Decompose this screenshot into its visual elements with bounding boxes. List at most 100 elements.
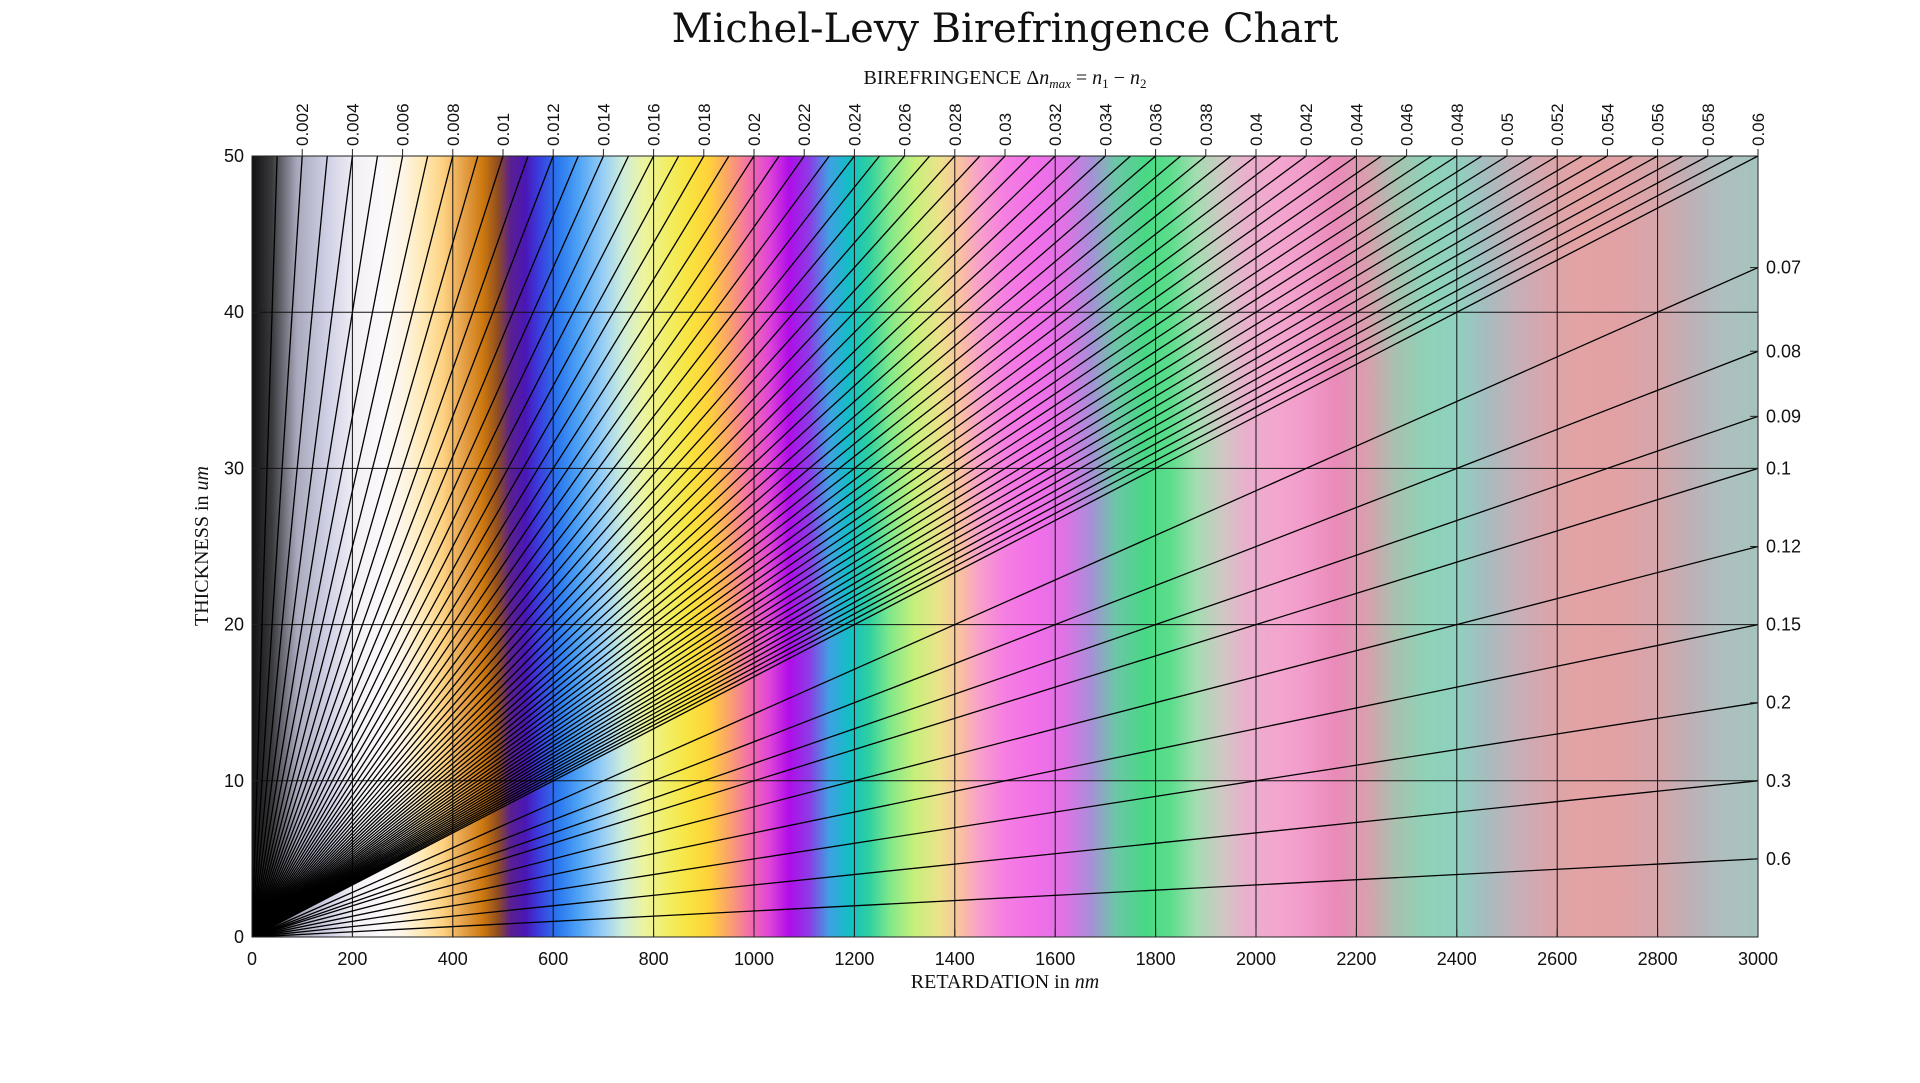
birefringence-line xyxy=(252,156,404,937)
birefringence-line xyxy=(252,156,655,937)
top-tick-label: 0.052 xyxy=(1548,103,1567,146)
x-tick-label: 0 xyxy=(247,949,257,969)
birefringence-line xyxy=(252,156,1232,937)
top-tick-label: 0.008 xyxy=(444,103,463,146)
birefringence-line xyxy=(252,156,1056,937)
birefringence-line xyxy=(252,156,504,937)
top-tick-label: 0.024 xyxy=(845,103,864,146)
birefringence-line xyxy=(252,156,1633,937)
right-tick-label: 0.12 xyxy=(1766,537,1801,557)
birefringence-line xyxy=(252,156,1533,937)
y-tick-label: 40 xyxy=(224,302,244,322)
x-tick-label: 400 xyxy=(438,949,468,969)
birefringence-line xyxy=(252,156,780,937)
y-tick-label: 30 xyxy=(224,458,244,478)
x-tick-label: 600 xyxy=(538,949,568,969)
top-axis-label: BIREFRINGENCE Δnmax = n1 − n2 xyxy=(864,67,1147,91)
birefringence-line xyxy=(252,156,379,937)
top-tick-label: 0.026 xyxy=(896,103,915,146)
right-tick-label: 0.08 xyxy=(1766,341,1801,361)
birefringence-line xyxy=(252,156,1357,937)
top-tick-label: 0.032 xyxy=(1046,103,1065,146)
birefringence-lines xyxy=(252,156,1758,937)
y-tick-label: 0 xyxy=(234,927,244,947)
top-tick-label: 0.02 xyxy=(745,113,764,146)
top-tick-label: 0.01 xyxy=(494,113,513,146)
birefringence-line xyxy=(252,545,1758,937)
birefringence-line xyxy=(252,156,1758,937)
birefringence-line xyxy=(252,156,1131,937)
birefringence-line xyxy=(252,156,881,937)
right-tick-label: 0.07 xyxy=(1766,258,1801,278)
top-tick-label: 0.058 xyxy=(1699,103,1718,146)
top-tick-label: 0.036 xyxy=(1147,103,1166,146)
birefringence-line xyxy=(252,156,1157,937)
top-tick-label: 0.034 xyxy=(1096,103,1115,146)
birefringence-line xyxy=(252,156,354,937)
birefringence-line xyxy=(252,156,1106,937)
birefringence-line xyxy=(252,156,554,937)
birefringence-line xyxy=(252,156,1583,937)
birefringence-line xyxy=(252,156,1558,937)
x-tick-label: 1800 xyxy=(1136,949,1176,969)
birefringence-line xyxy=(252,156,1207,937)
birefringence-line xyxy=(252,156,1684,937)
birefringence-line xyxy=(252,156,328,937)
x-tick-label: 3000 xyxy=(1738,949,1778,969)
birefringence-line xyxy=(252,156,1508,937)
top-tick-label: 0.042 xyxy=(1297,103,1316,146)
right-tick-label: 0.2 xyxy=(1766,693,1791,713)
x-tick-label: 1400 xyxy=(935,949,975,969)
top-tick-label: 0.044 xyxy=(1347,103,1366,146)
top-tick-label: 0.06 xyxy=(1749,113,1768,146)
x-tick-label: 2200 xyxy=(1336,949,1376,969)
top-tick-label: 0.048 xyxy=(1448,103,1467,146)
top-tick-label: 0.022 xyxy=(795,103,814,146)
birefringence-line xyxy=(252,156,931,937)
chart-title: Michel-Levy Birefringence Chart xyxy=(672,6,1339,52)
birefringence-line xyxy=(252,415,1758,937)
tick-labels: 0 200 400 600 800 1000 1200 1400 1600 1800 2000 220… xyxy=(224,103,1801,969)
top-tick-label: 0.04 xyxy=(1247,113,1266,146)
top-tick-label: 0.028 xyxy=(946,103,965,146)
top-tick-label: 0.016 xyxy=(645,103,664,146)
birefringence-line xyxy=(252,467,1758,937)
top-tick-label: 0.006 xyxy=(394,103,413,146)
y-tick-label: 50 xyxy=(224,146,244,166)
birefringence-line xyxy=(252,623,1758,937)
top-tick-label: 0.05 xyxy=(1498,113,1517,146)
birefringence-line xyxy=(252,156,730,937)
top-tick-label: 0.018 xyxy=(695,103,714,146)
birefringence-line xyxy=(252,156,454,937)
right-tick-label: 0.15 xyxy=(1766,615,1801,635)
birefringence-line xyxy=(252,858,1758,937)
birefringence-line xyxy=(252,156,579,937)
birefringence-line xyxy=(252,156,906,937)
birefringence-line xyxy=(252,156,479,937)
birefringence-line xyxy=(252,156,630,937)
x-axis-label: RETARDATION in nm xyxy=(911,971,1099,993)
birefringence-line xyxy=(252,156,1081,937)
birefringence-line xyxy=(252,156,1257,937)
top-tick-label: 0.054 xyxy=(1598,103,1617,146)
x-tick-label: 1600 xyxy=(1035,949,1075,969)
right-tick-label: 0.09 xyxy=(1766,406,1801,426)
birefringence-line xyxy=(252,156,1332,937)
x-tick-label: 1200 xyxy=(834,949,874,969)
birefringence-line xyxy=(252,156,705,937)
birefringence-line xyxy=(252,156,1382,937)
birefringence-line xyxy=(252,156,830,937)
x-tick-label: 200 xyxy=(337,949,367,969)
birefringence-line xyxy=(252,156,1433,937)
top-tick-label: 0.012 xyxy=(544,103,563,146)
y-tick-label: 10 xyxy=(224,771,244,791)
right-tick-label: 0.3 xyxy=(1766,771,1791,791)
birefringence-line xyxy=(252,156,1734,937)
right-tick-label: 0.6 xyxy=(1766,849,1791,869)
birefringence-line xyxy=(252,156,755,937)
birefringence-line xyxy=(252,156,604,937)
birefringence-line xyxy=(252,156,1483,937)
top-tick-label: 0.03 xyxy=(996,113,1015,146)
top-tick-label: 0.002 xyxy=(293,103,312,146)
